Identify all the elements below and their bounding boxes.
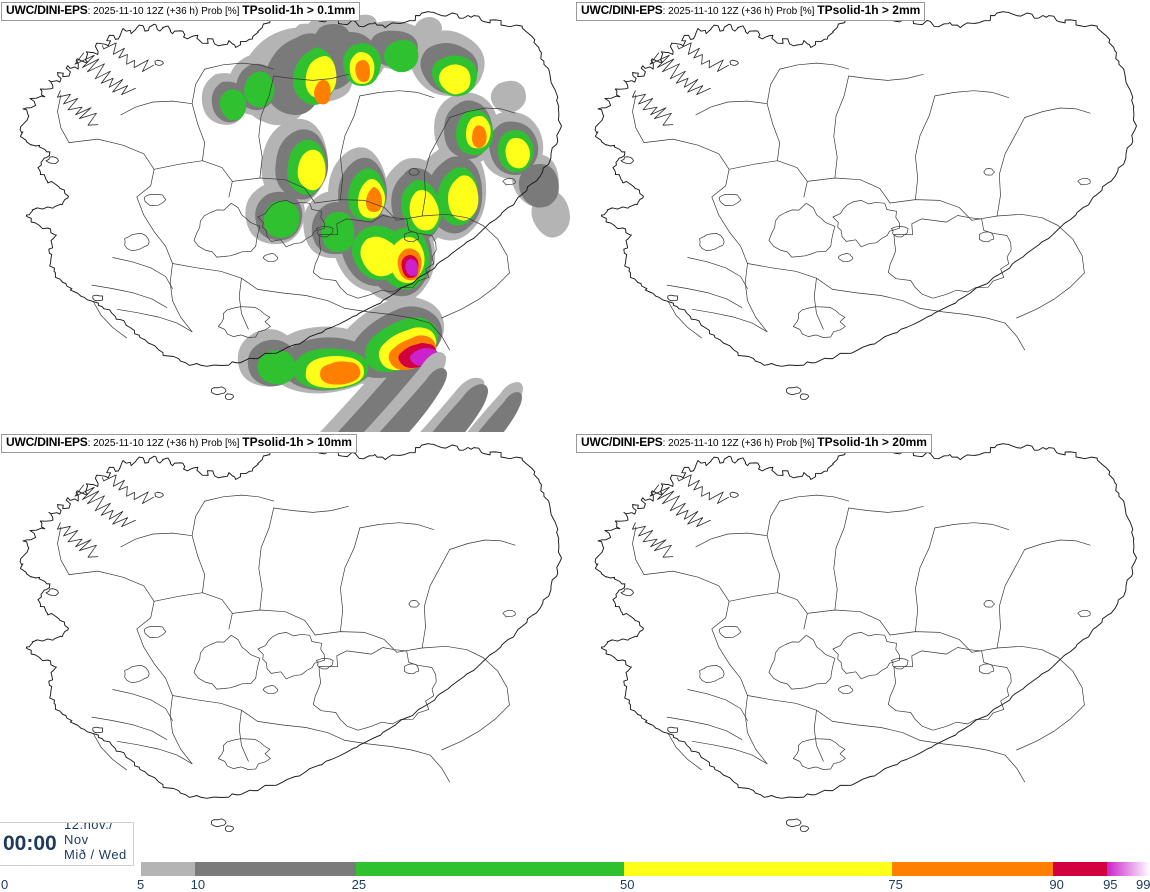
colorbar-tick-75: 75	[888, 877, 903, 892]
colorbar-tick-90: 90	[1049, 877, 1064, 892]
panel-model-label: UWC/DINI-EPS	[6, 3, 88, 17]
panel-variable-label: TPsolid-1h	[817, 435, 879, 449]
map-canvas-3	[575, 432, 1150, 864]
valid-date-block: 12.nóv./ Nov Mið / Wed	[64, 822, 127, 862]
colorbar-band-orange	[892, 862, 1054, 876]
panel-title-0: UWC/DINI-EPS: 2025-11-10 12Z (+36 h) Pro…	[1, 2, 361, 21]
map-panel-threshold-1[interactable]: UWC/DINI-EPS: 2025-11-10 12Z (+36 h) Pro…	[575, 0, 1150, 432]
panel-meta-label: : 2025-11-10 12Z (+36 h) Prob [%]	[662, 6, 818, 17]
panel-title-2: UWC/DINI-EPS: 2025-11-10 12Z (+36 h) Pro…	[1, 434, 357, 453]
valid-time-clock: 00:00	[3, 832, 57, 855]
panel-model-label: UWC/DINI-EPS	[581, 3, 663, 17]
iceland-map-svg-0	[0, 0, 575, 432]
valid-date-line-2: Nov	[64, 832, 89, 847]
panel-variable-label: TPsolid-1h	[817, 3, 879, 17]
panel-meta-label: : 2025-11-10 12Z (+36 h) Prob [%]	[87, 6, 243, 17]
map-canvas-2	[0, 432, 575, 864]
valid-time-box: 00:00 12.nóv./ Nov Mið / Wed	[0, 822, 134, 866]
panel-threshold-value: > 0.1mm	[306, 3, 356, 17]
map-canvas-0	[0, 0, 575, 432]
colorbar-tick-50: 50	[620, 877, 635, 892]
valid-date-line-3: Mið / Wed	[64, 847, 127, 862]
iceland-basemap	[19, 443, 562, 832]
panel-threshold-value: > 20mm	[881, 435, 927, 449]
iceland-map-svg-1	[575, 0, 1150, 432]
colorbar-tick-10: 10	[190, 877, 206, 892]
panel-title-3: UWC/DINI-EPS: 2025-11-10 12Z (+36 h) Pro…	[576, 434, 932, 453]
panel-model-label: UWC/DINI-EPS	[581, 435, 663, 449]
colorbar-tick-25: 25	[351, 877, 367, 892]
map-panel-threshold-2[interactable]: UWC/DINI-EPS: 2025-11-10 12Z (+36 h) Pro…	[0, 432, 575, 864]
colorbar-tick-5: 5	[137, 877, 145, 892]
map-canvas-1	[575, 0, 1150, 432]
panel-threshold-value: > 10mm	[306, 435, 352, 449]
iceland-map-svg-3	[575, 432, 1150, 864]
iceland-basemap	[594, 443, 1137, 832]
iceland-map-svg-2	[0, 432, 575, 864]
colorbar-band-green	[355, 862, 625, 876]
panel-variable-label: TPsolid-1h	[242, 3, 304, 17]
colorbar-band-magenta-fade-white	[1107, 862, 1150, 876]
colorbar-tick-95: 95	[1103, 877, 1118, 892]
iceland-basemap	[594, 11, 1137, 400]
colorbar-band-yellow	[624, 862, 893, 876]
panel-meta-label: : 2025-11-10 12Z (+36 h) Prob [%]	[662, 438, 818, 449]
panel-meta-label: : 2025-11-10 12Z (+36 h) Prob [%]	[87, 438, 243, 449]
valid-date-line-1: 12.nóv./	[64, 822, 114, 832]
panel-model-label: UWC/DINI-EPS	[6, 435, 88, 449]
colorbar-gradient[interactable]	[141, 862, 1150, 876]
colorbar-tick-0: 0	[1, 877, 9, 892]
colorbar-band-crimson	[1053, 862, 1108, 876]
iceland-basemap	[19, 11, 562, 400]
panel-threshold-value: > 2mm	[881, 3, 921, 17]
map-panel-threshold-0[interactable]: UWC/DINI-EPS: 2025-11-10 12Z (+36 h) Pro…	[0, 0, 575, 432]
panel-variable-label: TPsolid-1h	[242, 435, 304, 449]
probability-field-0	[201, 14, 570, 432]
colorbar-band-light-gray	[141, 862, 195, 876]
colorbar-band-dark-gray	[194, 862, 356, 876]
colorbar[interactable]: 5 10 25 50 75 90 95 99	[0, 862, 1150, 892]
map-panel-threshold-3[interactable]: UWC/DINI-EPS: 2025-11-10 12Z (+36 h) Pro…	[575, 432, 1150, 864]
panel-title-1: UWC/DINI-EPS: 2025-11-10 12Z (+36 h) Pro…	[576, 2, 926, 21]
colorbar-tick-99: 99	[1136, 877, 1150, 892]
